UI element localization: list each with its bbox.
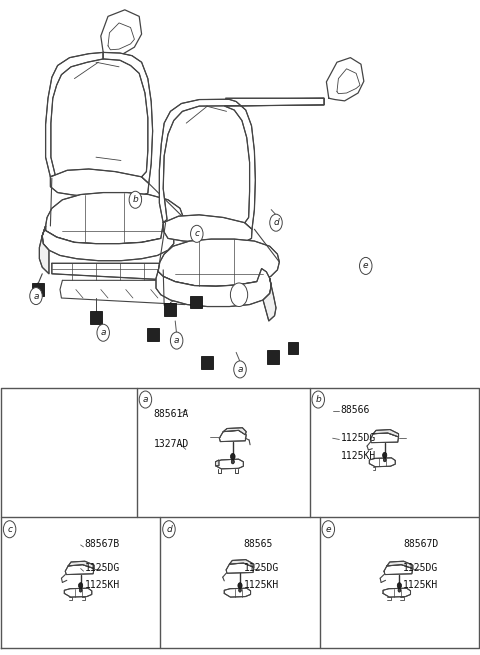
Circle shape (3, 521, 16, 538)
Polygon shape (163, 215, 252, 244)
Polygon shape (103, 52, 153, 183)
Polygon shape (164, 303, 177, 316)
Polygon shape (46, 52, 103, 177)
Text: 88561A: 88561A (154, 409, 189, 419)
Circle shape (230, 283, 248, 307)
Polygon shape (68, 561, 94, 569)
Circle shape (322, 521, 335, 538)
Text: e: e (363, 261, 369, 271)
Polygon shape (46, 193, 183, 244)
Polygon shape (90, 311, 102, 324)
Polygon shape (190, 296, 202, 308)
Text: 1125KH: 1125KH (84, 580, 120, 590)
Polygon shape (216, 460, 219, 466)
Circle shape (312, 391, 324, 408)
Text: 1125KH: 1125KH (341, 451, 376, 461)
Text: 1125DG: 1125DG (403, 563, 438, 573)
Polygon shape (147, 328, 158, 341)
Text: 88567D: 88567D (403, 539, 438, 549)
Circle shape (191, 225, 203, 242)
Text: b: b (132, 195, 138, 204)
Text: a: a (100, 328, 106, 337)
Polygon shape (52, 263, 190, 280)
Polygon shape (202, 356, 213, 369)
Polygon shape (371, 433, 398, 443)
Polygon shape (229, 559, 254, 567)
Text: 88566: 88566 (341, 405, 370, 415)
Polygon shape (50, 169, 149, 198)
Polygon shape (64, 588, 92, 597)
Polygon shape (369, 458, 396, 467)
Text: a: a (237, 365, 243, 374)
Polygon shape (267, 350, 278, 364)
Circle shape (231, 460, 234, 464)
Circle shape (384, 458, 386, 462)
Text: 88565: 88565 (244, 539, 273, 549)
Circle shape (97, 324, 109, 341)
Circle shape (79, 588, 82, 592)
Text: 1125KH: 1125KH (244, 580, 279, 590)
Circle shape (238, 583, 242, 588)
Text: 1125DG: 1125DG (341, 433, 376, 443)
Circle shape (230, 453, 235, 460)
Circle shape (360, 257, 372, 274)
Polygon shape (216, 459, 243, 469)
Polygon shape (226, 563, 254, 573)
Text: a: a (143, 395, 148, 404)
Polygon shape (65, 565, 94, 574)
Circle shape (398, 588, 401, 592)
Polygon shape (373, 430, 398, 437)
Circle shape (234, 361, 246, 378)
Text: 1327AD: 1327AD (154, 440, 189, 449)
Polygon shape (387, 561, 413, 569)
Circle shape (239, 588, 241, 592)
Circle shape (397, 583, 401, 588)
Text: c: c (7, 525, 12, 534)
Polygon shape (223, 428, 246, 435)
Circle shape (79, 583, 83, 588)
Text: a: a (33, 291, 39, 301)
Polygon shape (33, 283, 44, 296)
Polygon shape (224, 588, 251, 597)
Circle shape (30, 288, 42, 305)
Polygon shape (225, 98, 324, 229)
Text: 1125DG: 1125DG (84, 563, 120, 573)
Text: d: d (166, 525, 172, 534)
Text: b: b (315, 395, 321, 404)
Text: 1125DG: 1125DG (244, 563, 279, 573)
Text: 1125KH: 1125KH (403, 580, 438, 590)
Polygon shape (39, 226, 49, 274)
Polygon shape (384, 565, 413, 574)
Polygon shape (383, 588, 410, 597)
Circle shape (129, 191, 142, 208)
Circle shape (139, 391, 152, 408)
Circle shape (170, 332, 183, 349)
Polygon shape (263, 278, 276, 321)
Polygon shape (288, 342, 298, 354)
Text: e: e (325, 525, 331, 534)
Polygon shape (158, 239, 279, 286)
Polygon shape (219, 430, 246, 441)
Polygon shape (159, 98, 324, 223)
Text: d: d (273, 218, 279, 227)
Text: a: a (174, 336, 180, 345)
Polygon shape (156, 269, 271, 307)
Text: c: c (194, 229, 199, 238)
Polygon shape (42, 224, 174, 261)
Text: 88567B: 88567B (84, 539, 120, 549)
Circle shape (270, 214, 282, 231)
Circle shape (163, 521, 175, 538)
Circle shape (383, 453, 387, 458)
